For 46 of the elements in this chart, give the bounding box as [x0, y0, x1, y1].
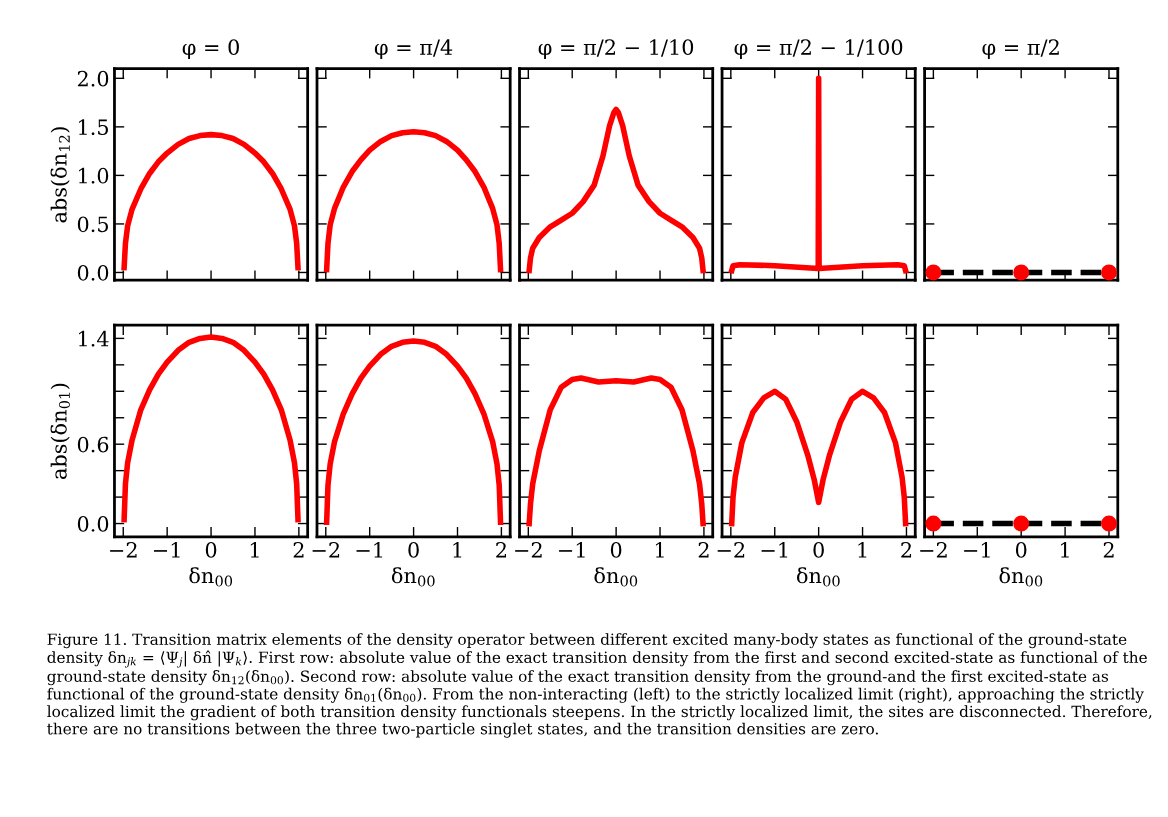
x-tick-label: 1: [858, 542, 867, 558]
x-tick-label: 1: [250, 542, 259, 558]
y-tick-label: 0.5: [77, 216, 108, 233]
x-tick-label: 2: [293, 542, 304, 558]
chart-title: φ = π/2 − 1/10: [538, 39, 694, 60]
y-tick-label: 0.6: [77, 436, 109, 453]
y-tick-label: 0.0: [77, 264, 109, 281]
x-tick-label: −2: [312, 542, 340, 558]
y-axis-title: abs(δn$_{01}$): [50, 383, 70, 479]
x-tick-label: −2: [515, 542, 542, 558]
text: Figure 11. Transition matrix elements of the density operator between different excited many-body states as functional of the ground-state density δn$_{jk}$ = ⟨Ψ$_{j}$| δn̂ |Ψ$_{k}$⟩. First row: absolute value of the exact transition density from the first and second excited-state as functional of the ground-state density δn$_{12}$(δn$_{00}$). Second row: absolute value of the exact transition density from the ground-and the first excited-state as functional of the ground-state density δn$_{01}$(δn$_{00}$). From the non-interacting (left) to the strictly localized limit (right), approaching the strictly localized limit the gradient of both transition density functionals steepens. In the strictly localized limit, the sites are disconnected. Therefore, there are no transitions between the three two-particle singlet states, and the transition densities are zero.: [47, 633, 1152, 738]
chart-title: φ = 0: [182, 39, 239, 60]
x-tick-label: 0: [205, 542, 217, 558]
x-tick-label: 0: [610, 542, 622, 558]
x-tick-label: 0: [408, 542, 419, 558]
x-axis-title: δn$_{00}$: [391, 567, 435, 587]
y-tick-label: 1.4: [79, 330, 109, 347]
x-tick-label: −2: [717, 542, 745, 558]
x-tick-label: 2: [698, 542, 709, 558]
y-axis-title: abs(δn$_{12}$): [50, 127, 70, 223]
x-tick-label: −2: [110, 542, 137, 558]
x-tick-label: −1: [154, 542, 180, 558]
y-tick-label: 1.5: [79, 119, 108, 136]
chart-title: φ = π/2 − 1/100: [734, 39, 903, 60]
x-tick-label: −1: [356, 542, 383, 558]
y-tick-label: 0.0: [77, 516, 109, 532]
x-axis-title: δn$_{00}$: [796, 567, 840, 587]
x-tick-label: −2: [920, 542, 947, 558]
x-tick-label: 0: [1015, 542, 1027, 558]
x-axis-title: δn$_{00}$: [999, 567, 1043, 587]
y-tick-label: 2.0: [77, 70, 109, 87]
x-tick-label: −1: [761, 542, 788, 558]
y-tick-label: 1.0: [79, 167, 109, 184]
chart-title: φ = π/2: [982, 39, 1059, 60]
x-tick-label: 0: [813, 542, 824, 558]
x-tick-label: −1: [964, 542, 990, 558]
x-tick-label: 1: [655, 542, 664, 558]
x-tick-label: −1: [559, 542, 585, 558]
x-axis-title: δn$_{00}$: [189, 567, 233, 587]
x-tick-label: 1: [1061, 542, 1069, 558]
x-tick-label: 2: [1103, 542, 1114, 558]
x-axis-title: δn$_{00}$: [594, 567, 638, 587]
chart-title: φ = π/4: [374, 39, 453, 60]
x-tick-label: 2: [901, 542, 912, 558]
x-tick-label: 2: [496, 542, 506, 558]
x-tick-label: 1: [453, 542, 462, 558]
